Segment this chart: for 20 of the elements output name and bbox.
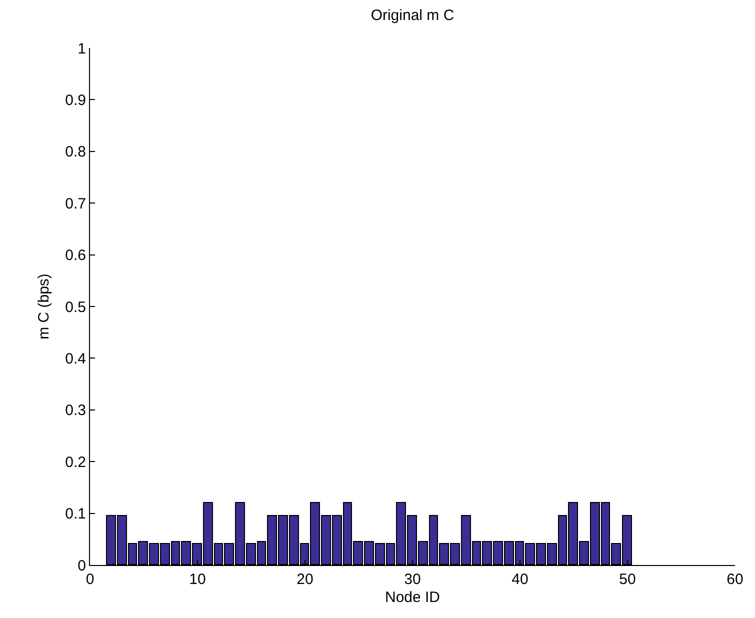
y-tick-label: 0.9	[65, 92, 86, 109]
y-tick-label: 0.1	[65, 506, 86, 523]
y-tick-label: 0.5	[65, 298, 86, 316]
x-tick-label: 40	[512, 571, 528, 588]
y-tick-label: 1	[78, 40, 86, 58]
y-tick-label: 0.2	[65, 454, 86, 471]
y-tick-label: 0.6	[65, 247, 86, 264]
x-tick-label: 50	[619, 571, 636, 588]
y-tick-label: 0.8	[65, 144, 86, 161]
x-tick-label: 30	[404, 571, 421, 588]
y-tick-label: 0	[78, 557, 86, 574]
x-tick-label: 60	[726, 571, 744, 588]
x-tick-label: 20	[296, 571, 314, 588]
y-tick-label: 0.3	[65, 402, 86, 420]
x-tick-label: 10	[189, 571, 206, 588]
y-tick-label: 0.4	[65, 350, 86, 368]
y-tick-label: 0.7	[65, 195, 86, 212]
chart-title: Original m C	[370, 6, 454, 24]
x-axis-title: Node ID	[384, 589, 440, 606]
y-axis-title: m C (bps)	[35, 274, 52, 340]
